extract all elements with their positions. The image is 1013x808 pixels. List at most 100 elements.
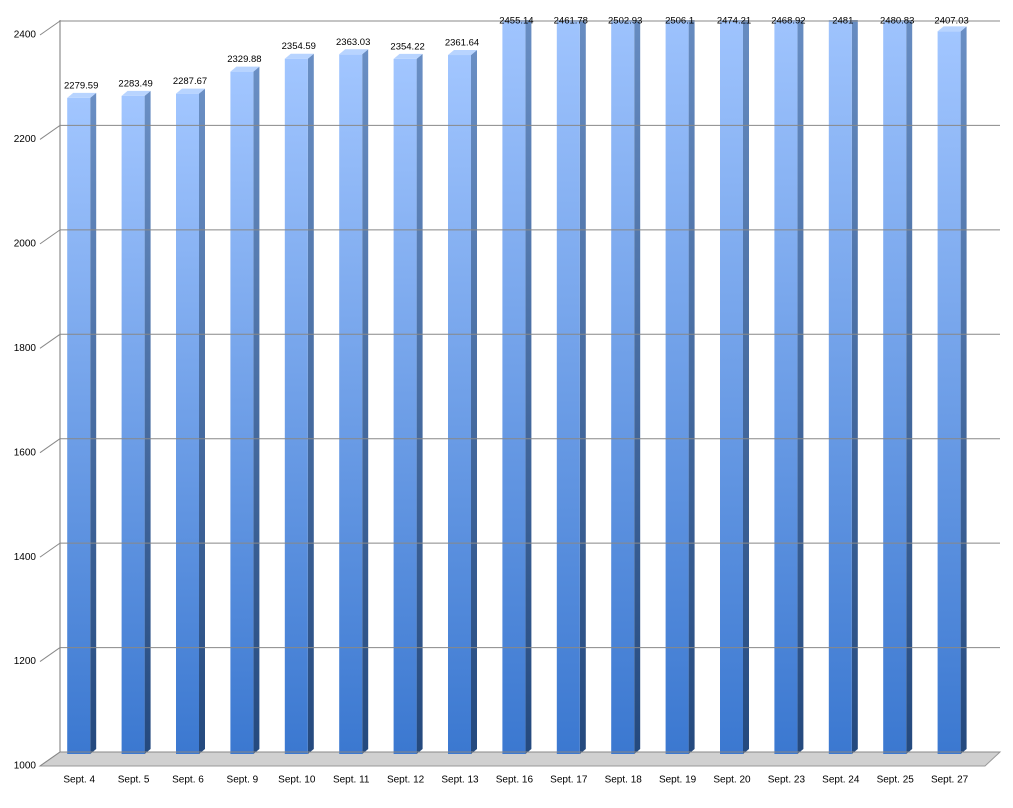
y-tick-label: 1800 xyxy=(14,343,37,354)
bar xyxy=(937,26,967,754)
y-tick-label: 1200 xyxy=(14,656,37,667)
value-label: 2363.03 xyxy=(336,37,370,48)
bar-side xyxy=(307,53,314,754)
value-label: 2474.21 xyxy=(717,16,751,27)
x-tick-label: Sept. 9 xyxy=(227,775,259,786)
x-tick-label: Sept. 25 xyxy=(877,775,915,786)
bar-top xyxy=(284,53,314,59)
bar-front xyxy=(230,71,254,754)
bar-side xyxy=(688,20,695,754)
value-label: 2502.93 xyxy=(608,16,642,27)
value-label: 2468.92 xyxy=(771,16,805,27)
y-tick-label: 1400 xyxy=(14,552,37,563)
plot xyxy=(67,0,967,755)
x-tick-label: Sept. 5 xyxy=(118,775,150,786)
bar-top xyxy=(339,49,369,55)
value-label: 2506.1 xyxy=(665,16,694,27)
value-label: 2480.83 xyxy=(880,16,914,27)
value-label: 2407.03 xyxy=(934,16,968,27)
value-label: 2481 xyxy=(832,16,853,27)
tick-mark xyxy=(39,20,61,36)
x-tick-label: Sept. 19 xyxy=(659,775,697,786)
x-tick-label: Sept. 13 xyxy=(441,775,479,786)
bar-front xyxy=(937,31,961,754)
value-label: 2354.59 xyxy=(282,41,316,52)
bar xyxy=(176,88,205,755)
bar xyxy=(720,20,749,755)
bar-front xyxy=(339,54,363,754)
bar-front xyxy=(611,20,635,754)
bar-side xyxy=(362,49,369,754)
tick-mark xyxy=(39,333,61,349)
bar-front xyxy=(393,58,417,755)
bar xyxy=(448,50,477,754)
bar-side xyxy=(579,20,586,754)
value-label: 2361.64 xyxy=(445,38,479,49)
bar-front xyxy=(448,55,471,754)
x-tick-label: Sept. 18 xyxy=(605,775,643,786)
bar-top xyxy=(448,50,477,56)
bar xyxy=(67,92,97,755)
x-tick-label: Sept. 16 xyxy=(496,775,534,786)
bar-front xyxy=(774,20,798,754)
y-tick-label: 1000 xyxy=(14,761,37,772)
bar xyxy=(611,20,641,754)
y-tick-label: 2200 xyxy=(14,134,37,145)
bar xyxy=(828,20,858,755)
bar-top xyxy=(176,88,205,94)
bar xyxy=(121,90,151,755)
value-label: 2455.14 xyxy=(499,16,533,27)
bar-front xyxy=(176,93,199,755)
y-tick-label: 2000 xyxy=(14,238,37,249)
bar-top xyxy=(502,1,531,6)
bar xyxy=(230,66,260,754)
bar-front xyxy=(665,20,689,754)
floor xyxy=(38,751,1002,767)
value-label: 2287.67 xyxy=(173,76,207,87)
x-tick-label: Sept. 27 xyxy=(931,775,969,786)
bar-side xyxy=(144,90,151,755)
tick-mark xyxy=(39,229,61,245)
x-tick-label: Sept. 6 xyxy=(172,775,204,786)
bar-side xyxy=(851,20,858,754)
bar xyxy=(339,49,369,754)
bar-side xyxy=(906,20,913,754)
bar xyxy=(883,20,913,755)
bar-front xyxy=(67,97,91,755)
bar-top xyxy=(393,53,423,59)
bar xyxy=(774,20,804,754)
bar xyxy=(284,53,314,754)
bar-top xyxy=(557,0,586,3)
bar-side xyxy=(743,20,749,754)
bar xyxy=(502,1,532,754)
bar-front xyxy=(828,20,852,755)
bar-side xyxy=(960,26,967,754)
x-tick-label: Sept. 12 xyxy=(387,775,425,786)
tick-mark xyxy=(39,125,61,140)
bar-front xyxy=(883,20,907,755)
bar-side xyxy=(199,88,205,755)
bar-front xyxy=(502,20,526,754)
bar-front xyxy=(556,20,580,755)
bar-side xyxy=(525,20,532,754)
tick-mark xyxy=(39,751,61,767)
bar-top xyxy=(121,90,151,96)
bar-side xyxy=(797,20,804,754)
bar xyxy=(393,53,423,755)
bar-top xyxy=(230,66,260,72)
y-tick-label: 1600 xyxy=(14,447,37,458)
bar-front xyxy=(720,20,743,755)
bar-side xyxy=(634,20,641,754)
x-tick-label: Sept. 23 xyxy=(768,775,806,786)
x-tick-label: Sept. 20 xyxy=(713,775,751,786)
tick-mark xyxy=(39,438,61,454)
tick-mark xyxy=(39,647,61,662)
bar-front xyxy=(121,95,145,755)
bar-side xyxy=(471,50,477,754)
x-tick-label: Sept. 24 xyxy=(822,775,860,786)
bar-front xyxy=(284,58,308,754)
bar-top xyxy=(67,92,97,98)
bar-top xyxy=(937,26,967,32)
x-tick-label: Sept. 17 xyxy=(550,775,588,786)
